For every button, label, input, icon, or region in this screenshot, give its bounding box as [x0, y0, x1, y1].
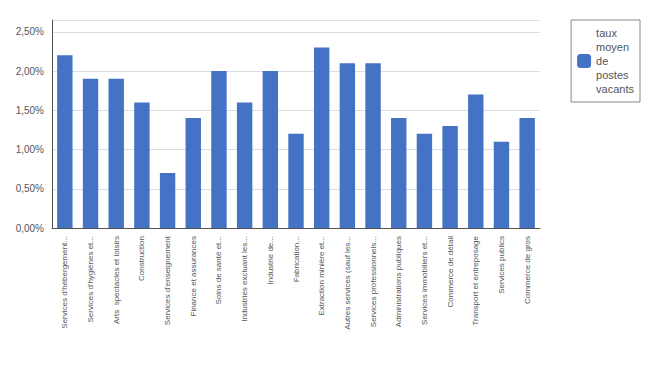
svg-text:Services immobiliers et...: Services immobiliers et...	[420, 236, 429, 325]
svg-text:Services d'hygiénes et...: Services d'hygiénes et...	[86, 236, 95, 322]
svg-text:Services d'hébergement...: Services d'hébergement...	[60, 236, 69, 329]
svg-text:Services d'enseignement: Services d'enseignement	[163, 235, 172, 325]
svg-text:vacants: vacants	[596, 83, 634, 95]
svg-text:0,00%: 0,00%	[16, 223, 44, 234]
svg-text:Commerce de gros: Commerce de gros	[523, 236, 532, 304]
svg-text:Industries excluant les...: Industries excluant les...	[240, 236, 249, 322]
svg-text:Arts spectacles et loisirs: Arts spectacles et loisirs	[112, 236, 121, 324]
svg-text:1,00%: 1,00%	[16, 144, 44, 155]
svg-text:Finance et assurances: Finance et assurances	[189, 236, 198, 317]
svg-text:Construction: Construction	[137, 236, 146, 281]
svg-text:taux: taux	[596, 27, 617, 39]
svg-text:Services professionnels...: Services professionnels...	[369, 236, 378, 327]
svg-text:2,50%: 2,50%	[16, 26, 44, 37]
svg-text:Commerce de détail: Commerce de détail	[446, 236, 455, 308]
svg-text:Extraction minière et...: Extraction minière et...	[317, 236, 326, 316]
svg-text:Industrie de...: Industrie de...	[266, 236, 275, 284]
svg-text:2,00%: 2,00%	[16, 66, 44, 77]
svg-text:Services publics: Services publics	[497, 236, 506, 294]
svg-text:Autres services (sauf les...: Autres services (sauf les...	[343, 236, 352, 330]
svg-text:de: de	[596, 55, 608, 67]
svg-text:Administrations publiques: Administrations publiques	[394, 236, 403, 327]
svg-text:1,50%: 1,50%	[16, 105, 44, 116]
svg-text:Soins de santé et...: Soins de santé et...	[214, 236, 223, 305]
svg-text:moyen: moyen	[596, 41, 629, 53]
svg-text:Transport et entreposage: Transport et entreposage	[471, 235, 480, 325]
svg-text:0,50%: 0,50%	[16, 183, 44, 194]
svg-text:postes: postes	[596, 69, 629, 81]
svg-text:Fabrication...: Fabrication...	[292, 236, 301, 282]
